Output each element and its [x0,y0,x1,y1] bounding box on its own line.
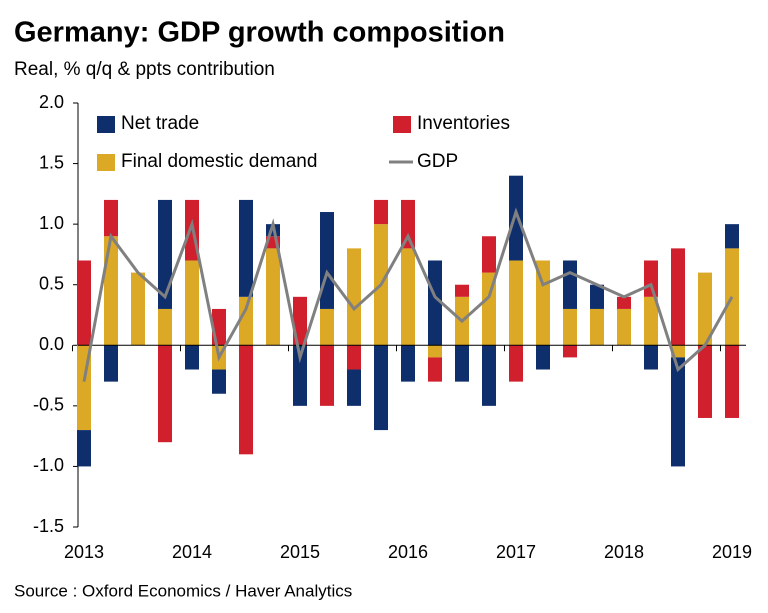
y-tick-label: 0.5 [39,273,64,293]
bar [293,345,307,406]
bar [698,345,712,418]
bar [536,345,550,370]
bar [644,260,658,297]
bar [698,272,712,346]
bar [185,260,199,346]
legend-label: Final domestic demand [121,151,317,172]
bar [428,260,442,346]
x-tick-label: 2013 [64,542,104,562]
bar [509,175,523,261]
bar [590,308,604,346]
x-tick-label: 2018 [604,542,644,562]
bar [320,212,334,309]
chart-subtitle: Real, % q/q & ppts contribution [14,59,275,80]
y-tick-label: 1.5 [39,152,64,172]
bar [617,296,631,309]
bar [347,345,361,370]
bar [104,236,118,346]
bar [428,357,442,382]
bar [320,345,334,406]
bar [158,308,172,346]
x-tick-label: 2017 [496,542,536,562]
bar [239,345,253,455]
bar [644,296,658,346]
bar [617,308,631,346]
bar [320,308,334,346]
legend-swatch [97,154,115,171]
x-tick-label: 2014 [172,542,212,562]
y-tick-label: 1.0 [39,213,64,233]
bar [239,296,253,346]
bar [671,248,685,346]
chart-title: Germany: GDP growth composition [14,17,505,49]
bar [482,345,496,406]
bar [158,345,172,443]
bar [725,248,739,346]
bar [644,345,658,370]
bar [401,345,415,382]
legend-swatch [97,116,115,133]
bar [455,345,469,382]
bar [563,260,577,309]
bar [131,272,145,346]
bar [428,345,442,358]
bar [104,199,118,237]
y-tick-label: -1.5 [33,516,64,536]
y-tick-label: 0.0 [39,334,64,354]
bar [563,345,577,358]
bar [104,345,118,382]
bar [347,369,361,406]
bar [374,199,388,225]
bar [158,199,172,309]
source-note: Source : Oxford Economics / Haver Analyt… [14,581,352,600]
bar [725,345,739,418]
bar [482,236,496,273]
y-tick-label: 2.0 [39,92,64,112]
bar [239,199,253,297]
x-tick-label: 2015 [280,542,320,562]
bar [455,284,469,297]
x-tick-label: 2019 [712,542,752,562]
bar [185,345,199,370]
y-tick-label: -1.0 [33,455,64,475]
y-tick-label: -0.5 [33,395,64,415]
bar [509,345,523,382]
legend-swatch [393,116,411,133]
bar [590,284,604,309]
bar [374,345,388,431]
bar [509,260,523,346]
gdp-line [82,207,734,382]
bar [347,248,361,346]
legend-label: GDP [417,151,458,172]
x-tick-label: 2016 [388,542,428,562]
bar [563,308,577,346]
bar [725,224,739,249]
legend-label: Inventories [417,113,510,134]
bar [401,248,415,346]
legend-label: Net trade [121,113,199,134]
bar [77,260,91,346]
bar [401,199,415,249]
bar [212,369,226,394]
bar [266,248,280,346]
bar [671,357,685,467]
bar [77,430,91,467]
